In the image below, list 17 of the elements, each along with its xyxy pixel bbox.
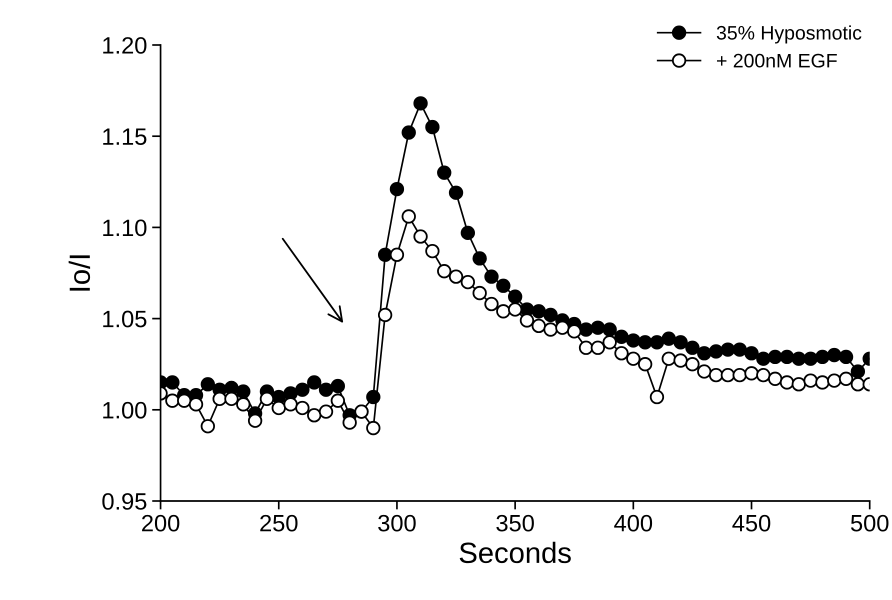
y-tick-label: 1.20 [103, 37, 146, 54]
legend-label: 35% Hyposmotic [716, 25, 862, 44]
y-axis-title: Io/I [68, 255, 90, 291]
x-tick-label: 300 [378, 514, 416, 532]
y-tick-label: 1.05 [103, 310, 146, 328]
x-tick-label: 400 [614, 514, 652, 532]
x-tick-label: 200 [142, 514, 180, 532]
y-tick-label: 0.95 [102, 493, 146, 510]
x-tick-label: 450 [732, 514, 770, 532]
x-tick-label: 250 [260, 514, 298, 532]
x-tick-label: 500 [850, 514, 888, 532]
x-axis-title: Seconds [460, 542, 571, 564]
y-tick-label: 1.10 [103, 219, 146, 236]
y-tick-label: 1.00 [103, 402, 146, 419]
legend-label: + 200nM EGF [716, 54, 837, 68]
y-tick-label: 1.15 [103, 128, 146, 145]
x-tick-label: 350 [496, 514, 534, 532]
